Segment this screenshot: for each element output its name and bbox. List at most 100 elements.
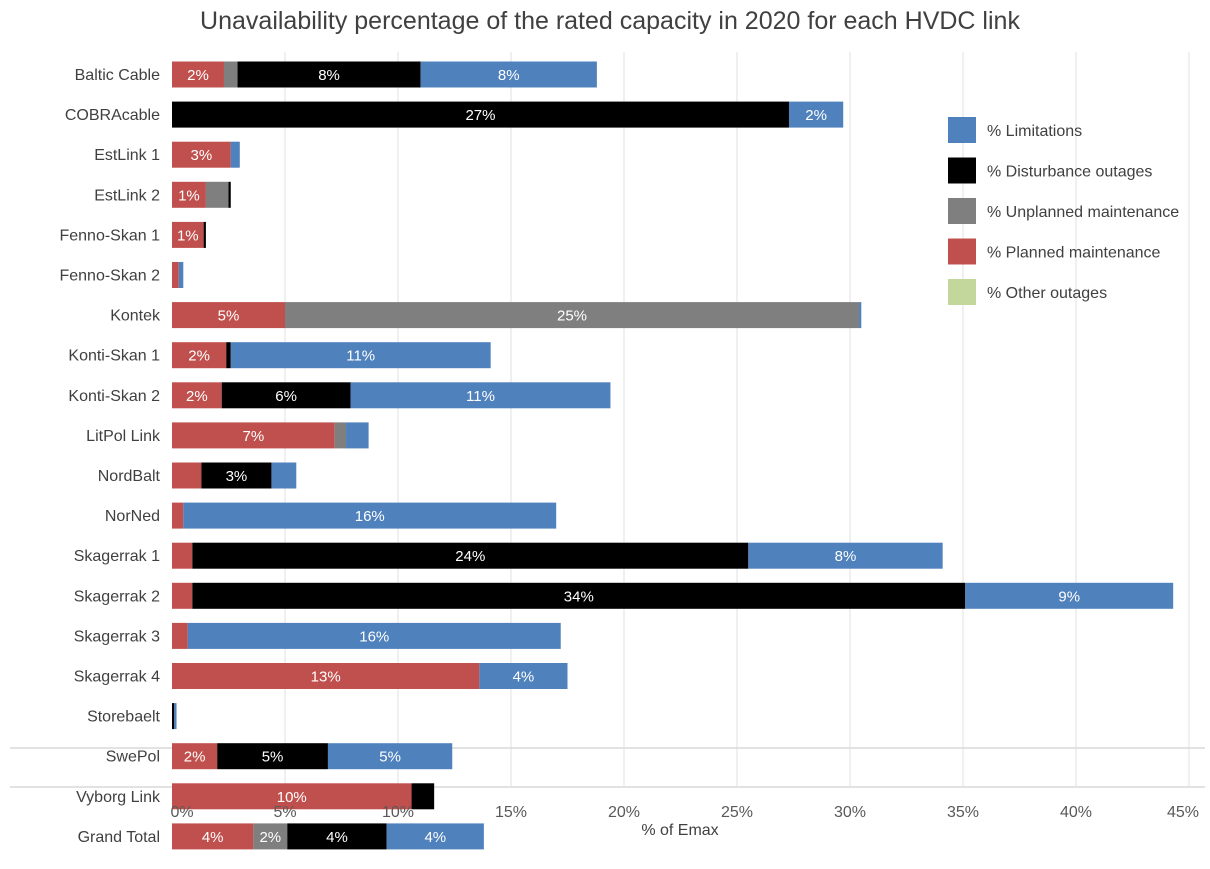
legend-swatch <box>948 198 976 224</box>
data-label: 16% <box>355 508 385 525</box>
data-label: 5% <box>218 308 240 325</box>
category-label: NorNed <box>105 508 160 525</box>
data-label: 2% <box>184 749 206 766</box>
data-label: 11% <box>466 388 495 405</box>
legend-label: % Limitations <box>987 123 1082 140</box>
bar-segment <box>172 542 193 569</box>
bar-segment <box>178 262 184 288</box>
chart-title: Unavailability percentage of the rated c… <box>200 7 1020 35</box>
bar-segment <box>172 342 227 369</box>
x-tick-label: 10% <box>382 804 414 821</box>
category-label: Konti-Skan 2 <box>68 388 160 405</box>
bar-segment <box>479 663 568 689</box>
bar-segment <box>172 61 224 88</box>
data-label: 6% <box>275 388 297 405</box>
category-label: Vyborg Link <box>76 789 161 806</box>
bar-segment <box>203 221 206 248</box>
data-label: 2% <box>188 348 210 365</box>
bar-segment <box>172 181 206 208</box>
bar-segment <box>230 342 491 369</box>
category-label: Storebaelt <box>87 709 160 726</box>
bar-segment <box>172 502 184 529</box>
x-tick-label: 40% <box>1060 804 1092 821</box>
bar-segment <box>327 743 453 770</box>
category-label: Fenno-Skan 1 <box>59 227 160 244</box>
bar-segment <box>172 622 188 649</box>
bar-segment <box>748 542 943 569</box>
category-label: Skagerrak 1 <box>74 548 160 565</box>
data-label: 1% <box>177 227 199 244</box>
legend-label: % Planned maintenance <box>987 245 1161 262</box>
category-label: NordBalt <box>98 468 161 485</box>
x-tick-label: 30% <box>834 804 866 821</box>
bar-segment <box>172 663 480 689</box>
legend-swatch <box>948 279 976 305</box>
bar-segment <box>205 181 229 208</box>
bar-segment <box>237 61 421 88</box>
bar-segment <box>420 61 597 88</box>
bar-segment <box>172 302 285 329</box>
bar-segment <box>192 542 749 569</box>
bar-segment <box>172 382 222 409</box>
bar-segment <box>228 181 231 208</box>
legend-label: % Unplanned maintenance <box>987 204 1179 221</box>
bar-segment <box>172 462 202 489</box>
category-label: SwePol <box>106 749 160 766</box>
category-label: Kontek <box>110 308 161 325</box>
category-label: EstLink 1 <box>94 147 160 164</box>
bar-segment <box>172 141 231 168</box>
category-label: Skagerrak 4 <box>74 669 160 686</box>
x-tick-label: 20% <box>608 804 640 821</box>
category-label: Skagerrak 3 <box>74 628 160 645</box>
data-label: 3% <box>226 468 248 485</box>
bar-segment <box>174 703 177 730</box>
bar-segment <box>172 743 218 770</box>
bar-segment <box>172 422 335 449</box>
bar-segment <box>172 783 412 810</box>
data-label: 16% <box>359 628 389 645</box>
data-label: 5% <box>262 749 284 766</box>
x-tick-label: 45% <box>1167 804 1199 821</box>
data-label: 4% <box>326 829 348 846</box>
data-label: 9% <box>1058 588 1080 605</box>
bar-segment <box>172 101 789 128</box>
legend-swatch <box>948 117 976 143</box>
data-label: 25% <box>557 308 587 325</box>
data-label: 2% <box>805 107 827 124</box>
data-label: 10% <box>277 789 307 806</box>
x-tick-label: 15% <box>495 804 527 821</box>
data-label: 13% <box>311 669 341 686</box>
bar-segment <box>172 262 179 288</box>
legend-label: % Other outages <box>987 285 1107 302</box>
bar-segment <box>172 582 193 609</box>
bar-segment <box>788 101 844 128</box>
bars: 2% 8% 8% 27% 2% 3% 1% 1% 5% 25% 2% 11% 2% 6% 11% 7% 3% 16… <box>172 61 1174 850</box>
category-label: EstLink 2 <box>94 187 160 204</box>
bar-segment <box>226 342 231 369</box>
bar-segment <box>411 783 435 810</box>
x-tick-label: 5% <box>273 804 296 821</box>
bar-segment <box>859 302 862 329</box>
legend-swatch <box>948 238 976 265</box>
bar-segment <box>346 422 369 449</box>
bar-segment <box>223 61 238 88</box>
category-label: LitPol Link <box>86 428 161 445</box>
data-label: 8% <box>498 67 520 84</box>
bar-segment <box>187 622 561 649</box>
data-label: 2% <box>259 829 281 846</box>
bar-segment <box>172 221 204 248</box>
x-tick-label: 35% <box>947 804 979 821</box>
data-label: 11% <box>346 348 375 365</box>
bar-segment <box>217 743 328 770</box>
bar-segment <box>334 422 347 449</box>
x-tick-label: 0% <box>170 804 193 821</box>
data-label: 24% <box>455 548 485 565</box>
bar-segment <box>172 823 254 850</box>
data-label: 5% <box>379 749 401 766</box>
bar-segment <box>965 582 1174 609</box>
bar-segment <box>201 462 272 489</box>
data-label: 8% <box>318 67 340 84</box>
bar-segment <box>287 823 387 850</box>
category-label: Baltic Cable <box>75 67 160 84</box>
